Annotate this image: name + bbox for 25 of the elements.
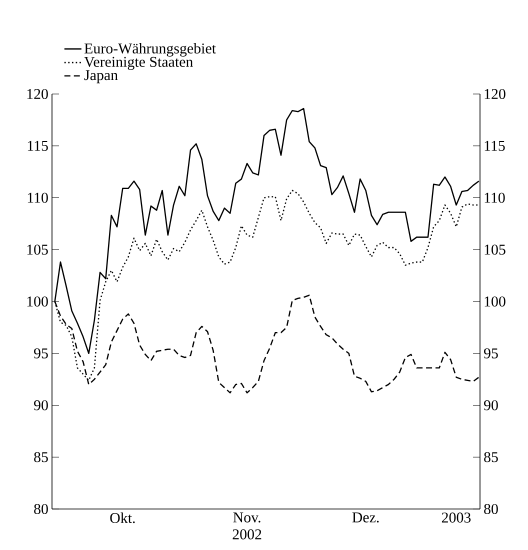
x-tick-label: Okt. (110, 512, 135, 524)
legend-label: Japan (84, 70, 118, 84)
x-tick-label: 2003 (442, 512, 471, 523)
y-tick-label: 100 (484, 296, 506, 307)
y2-tick-label: 115 (28, 140, 48, 151)
y2-tick-label: 120 (27, 88, 48, 100)
y2-tick-label: 85 (34, 452, 48, 462)
y-tick-label: 120 (484, 88, 506, 100)
legend-label: Vereinigte Staaten (84, 56, 193, 70)
y2-tick-label: 105 (27, 244, 48, 255)
y-tick-label: 85 (484, 452, 498, 462)
y2-tick-label: 95 (34, 348, 48, 358)
x-tick-label: Dez. (352, 512, 379, 523)
y-tick-label: 90 (484, 400, 498, 410)
y2-tick-label: 100 (27, 296, 48, 307)
y-tick-label: 105 (484, 244, 506, 255)
y2-tick-label: 80 (34, 504, 48, 514)
y2-tick-label: 110 (28, 192, 48, 203)
y-tick-label: 110 (484, 192, 505, 203)
y-tick-label: 80 (484, 504, 498, 514)
y-tick-label: 95 (484, 348, 498, 358)
y-tick-label: 115 (484, 140, 505, 151)
legend-label: Euro-Währungsgebiet (84, 43, 216, 57)
x-tick-label: Nov. 2002 (232, 512, 262, 540)
y2-tick-label: 90 (34, 400, 48, 410)
